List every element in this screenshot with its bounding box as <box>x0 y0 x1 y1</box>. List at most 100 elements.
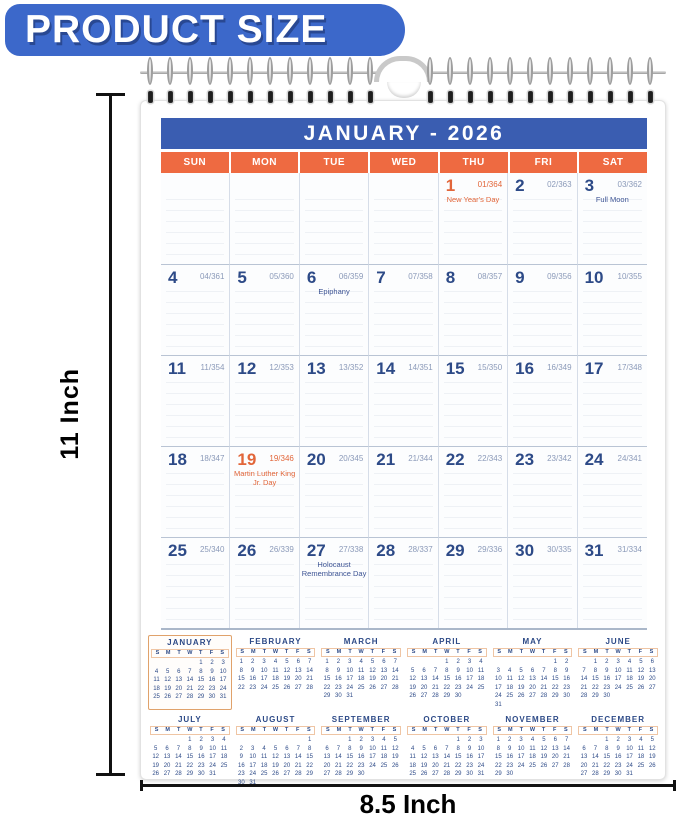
mini-day: 8 <box>199 668 203 675</box>
mini-day: 4 <box>639 737 643 743</box>
mini-day: 16 <box>614 754 622 760</box>
mini-weekday-letter: T <box>370 727 374 733</box>
mini-day: 6 <box>650 659 654 665</box>
mini-day: 22 <box>197 685 205 692</box>
mini-day-empty <box>151 659 162 668</box>
month-title-bar: JANUARY - 2026 <box>161 118 647 149</box>
mini-weekday-letter: M <box>165 727 170 733</box>
mini-month-october: OCTOBER S M T W T F S 1 2 3 4 5 6 7 8 9 10 11 12 13 14 15 16 17 1… <box>405 713 489 788</box>
width-dimension-label: 8.5 Inch <box>359 789 457 819</box>
mini-day: 18 <box>477 676 485 682</box>
mini-day: 5 <box>273 745 278 752</box>
mini-day: 28 <box>540 693 548 699</box>
mini-day: 8 <box>348 745 352 752</box>
mini-day: 6 <box>382 659 386 665</box>
day-number: 15 <box>445 359 465 378</box>
mini-day-empty <box>504 658 515 667</box>
mini-days-grid: 1 2 3 4 5 6 7 8 9 10 11 12 13 14 15 16 17 18 19 20 21 22 23 24 2… <box>493 736 573 779</box>
mini-day: 23 <box>614 762 622 769</box>
mini-day: 15 <box>238 676 245 682</box>
day-number: 23 <box>515 450 535 469</box>
mini-day: 10 <box>369 745 376 752</box>
mini-day: 17 <box>495 684 502 691</box>
day-of-year: 19/346 <box>269 454 294 463</box>
day-of-year: 01/364 <box>477 180 503 189</box>
mini-weekday-letter: T <box>370 649 374 655</box>
mini-day: 5 <box>519 667 523 674</box>
mini-day: 22 <box>495 762 502 769</box>
mini-day: 24 <box>369 762 376 769</box>
mini-day: 28 <box>294 771 302 777</box>
mini-day: 6 <box>433 745 438 752</box>
mini-day: 9 <box>336 667 341 674</box>
mini-day: 3 <box>210 737 215 743</box>
mini-day: 12 <box>409 676 417 682</box>
day-cell-22: 22 22/343 <box>438 446 509 537</box>
mini-day-empty <box>162 659 173 668</box>
mini-day: 5 <box>285 659 289 665</box>
day-number: 24 <box>584 450 604 469</box>
day-of-year: 08/357 <box>477 272 503 281</box>
mini-month-title: SEPTEMBER <box>331 715 391 724</box>
mini-day-empty <box>527 658 538 667</box>
mini-day: 11 <box>220 745 228 752</box>
mini-weekday-letter: T <box>519 649 524 655</box>
mini-day: 20 <box>175 685 183 692</box>
mini-day: 19 <box>648 754 656 760</box>
mini-day: 11 <box>477 667 485 674</box>
mini-days-grid: 1 2 3 4 5 6 7 8 9 10 11 12 13 14 15 16 17 18 19 20 21 22 23 24 2… <box>493 658 573 709</box>
mini-day: 16 <box>238 762 245 769</box>
day-cell-12: 12 12/353 <box>230 355 300 446</box>
mini-day: 17 <box>517 754 525 760</box>
mini-day-empty <box>173 659 184 668</box>
mini-day-empty <box>270 736 281 745</box>
day-cell-16: 16 16/349 <box>508 355 578 446</box>
mini-day: 17 <box>626 754 633 760</box>
mini-day: 7 <box>593 745 598 752</box>
day-number: 26 <box>237 541 257 560</box>
day-number: 7 <box>376 268 386 287</box>
mini-day: 20 <box>420 684 428 691</box>
mini-day: 14 <box>580 676 588 682</box>
spiral-coil-icon <box>606 57 616 105</box>
mini-month-title: OCTOBER <box>423 715 471 724</box>
mini-days-grid: 1 2 3 4 5 6 7 8 9 10 11 12 13 14 15 16 17 18 19 20 21 22 23 24 2… <box>407 736 487 779</box>
mini-day-empty <box>281 736 292 745</box>
mini-day: 16 <box>208 677 216 683</box>
mini-day: 29 <box>197 694 205 700</box>
mini-day: 28 <box>580 693 588 699</box>
mini-day: 14 <box>186 677 194 683</box>
day-cell-27: 27 27/338 Holocaust Remembrance Day <box>299 537 370 628</box>
mini-day-empty <box>247 736 258 745</box>
day-number: 2 <box>515 176 525 195</box>
day-of-year: 12/353 <box>269 363 294 372</box>
hanger-loop-icon <box>374 56 432 82</box>
mini-day: 22 <box>306 762 313 769</box>
mini-day: 9 <box>508 745 512 752</box>
mini-day-empty <box>150 736 161 745</box>
day-cell-10: 10 10/355 <box>577 264 647 355</box>
mini-weekday-letter: F <box>381 649 386 655</box>
mini-day: 29 <box>323 693 331 699</box>
mini-day: 19 <box>152 762 160 769</box>
day-of-year: 21/344 <box>408 454 433 463</box>
mini-day: 4 <box>627 659 632 665</box>
mini-weekday-letter: T <box>627 727 631 733</box>
mini-day: 7 <box>336 745 341 752</box>
mini-weekday-letter: M <box>251 649 256 655</box>
mini-day: 8 <box>605 745 609 752</box>
mini-month-title: DECEMBER <box>591 715 646 724</box>
mini-day: 15 <box>603 754 611 760</box>
mini-day: 21 <box>563 754 570 760</box>
day-number: 8 <box>445 268 456 287</box>
mini-day: 9 <box>616 745 620 752</box>
mini-day: 1 <box>199 660 203 666</box>
mini-weekday-letter: S <box>306 649 311 655</box>
day-of-year: 23/342 <box>547 454 572 463</box>
mini-day: 10 <box>209 745 216 752</box>
mini-day: 24 <box>495 693 502 699</box>
day-of-year: 02/363 <box>547 180 572 189</box>
mini-day: 25 <box>506 693 514 699</box>
mini-day: 23 <box>603 684 611 691</box>
